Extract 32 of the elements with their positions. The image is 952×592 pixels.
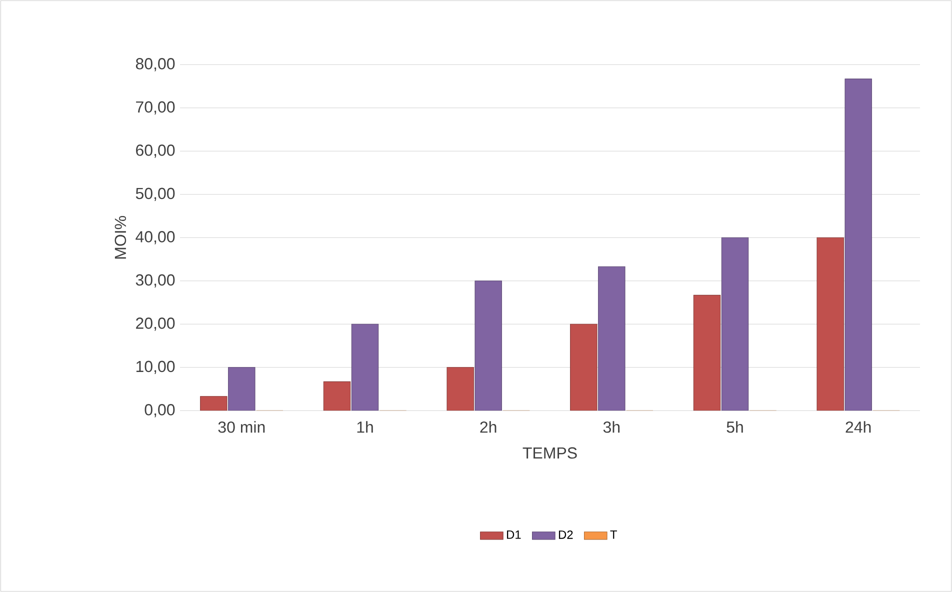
y-tick-label: 60,00 [136,144,175,158]
bar [816,237,844,411]
bar [693,294,721,411]
y-tick-label: 50,00 [136,188,175,202]
y-tick-label: 80,00 [136,58,175,72]
y-tick-label: 10,00 [136,360,175,374]
bar [474,280,502,411]
legend-label: D1 [507,530,521,539]
y-tick-label: 20,00 [136,318,175,331]
legend-label: D2 [558,530,573,539]
bar [228,367,256,411]
bar [351,324,379,411]
x-axis-title: TEMPS [522,447,577,459]
x-tick-label: 5h [726,421,743,433]
bar [721,237,749,411]
y-tick-label: 30,00 [136,274,175,288]
x-tick-label: 2h [480,421,496,433]
x-tick-label: 3h [603,421,620,433]
y-tick-label: 0,00 [144,404,175,418]
legend-label: T [610,530,617,539]
x-tick-label: 24h [846,421,871,433]
bar [570,324,598,411]
y-axis-title: MOI% [114,216,126,259]
bar [200,396,228,411]
bar [844,78,872,411]
x-tick-label: 1h [357,421,373,433]
y-tick-label: 70,00 [136,101,175,115]
bar [323,381,351,411]
bar [598,266,626,411]
x-tick-label: 30 min [218,421,265,433]
y-tick-label: 40,00 [136,231,175,244]
bar [446,367,474,411]
